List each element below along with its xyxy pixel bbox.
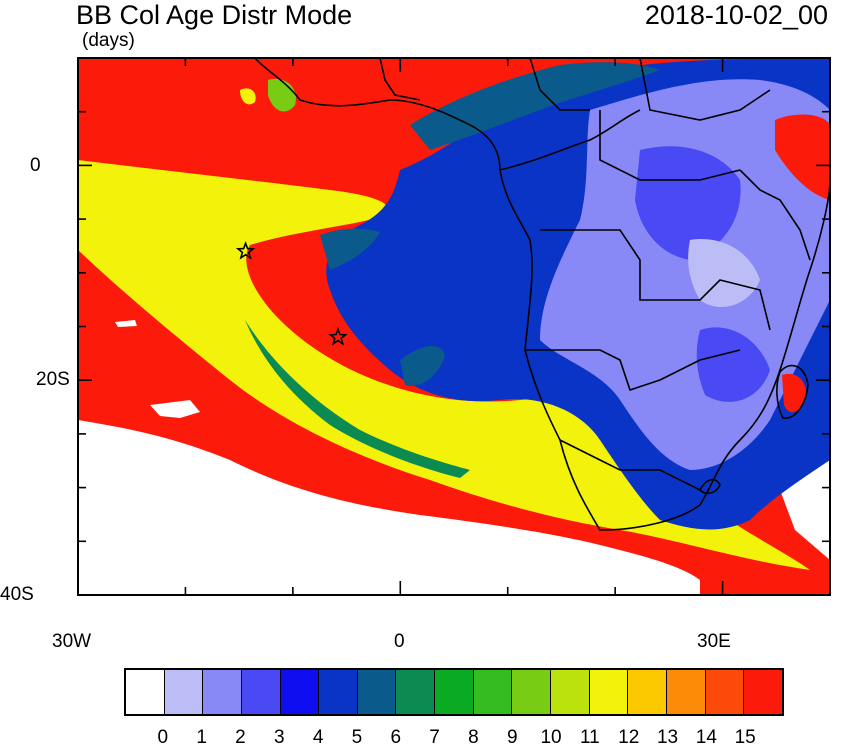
colorbar-label: 3 xyxy=(273,727,285,748)
colorbar-label: 6 xyxy=(390,727,402,748)
colorbar-swatch xyxy=(396,670,436,714)
colorbar-swatch xyxy=(589,670,629,714)
colorbar-label: 11 xyxy=(580,727,600,748)
colorbar-swatch xyxy=(319,670,358,714)
colorbar-label: 9 xyxy=(506,727,518,748)
map-date: 2018-10-02_00 xyxy=(644,0,828,30)
colorbar-label: 7 xyxy=(429,727,440,748)
field-teal-north xyxy=(410,62,660,151)
field-teal-bay xyxy=(400,345,445,386)
colorbar-swatch xyxy=(666,670,706,714)
colorbar-label: 5 xyxy=(351,727,363,748)
field-red-hotspot-east xyxy=(775,114,830,200)
colorbar-label: 1 xyxy=(196,727,207,748)
colorbar-label: 12 xyxy=(618,727,640,748)
colorbar-swatch xyxy=(744,670,782,714)
lat-label-40s: 40S xyxy=(0,584,34,605)
colorbar-swatch xyxy=(551,670,590,714)
colorbar-swatch xyxy=(241,670,281,714)
colorbar-swatch xyxy=(357,670,397,714)
colorbar-label: 8 xyxy=(468,727,479,748)
colorbar-swatch xyxy=(473,670,513,714)
coastlines xyxy=(254,58,830,531)
lat-label-20s: 20S xyxy=(36,369,70,390)
lon-label-30e: 30E xyxy=(697,631,731,652)
field-teal-west xyxy=(320,228,380,270)
colorbar-swatch xyxy=(628,670,667,714)
lon-label-30w: 30W xyxy=(52,631,92,652)
colorbar-label: 14 xyxy=(695,727,717,748)
field-yellow-small-north xyxy=(240,88,256,105)
colorbar-label: 4 xyxy=(312,727,324,748)
colorbar xyxy=(124,668,784,716)
star-marker-site-1 xyxy=(235,241,256,260)
star-marker-site-2 xyxy=(328,326,348,346)
map-units: (days) xyxy=(82,30,135,51)
field-palest-blue xyxy=(688,239,760,308)
colorbar-label: 0 xyxy=(157,727,169,748)
lon-label-0: 0 xyxy=(394,631,405,652)
colorbar-swatch xyxy=(164,670,204,714)
field-white-patch xyxy=(115,320,200,418)
field-white-south xyxy=(78,420,700,595)
lat-label-0: 0 xyxy=(30,155,41,176)
map-title: BB Col Age Distr Mode xyxy=(76,0,353,30)
colorbar-swatch xyxy=(203,670,242,714)
colorbar-swatch xyxy=(512,670,552,714)
colorbar-label: 2 xyxy=(235,727,246,748)
colorbar-label: 15 xyxy=(734,727,756,748)
colorbar-swatch xyxy=(126,670,165,714)
field-red-hotspot-madagascar xyxy=(782,373,807,413)
colorbar-label: 13 xyxy=(656,727,679,748)
colorbar-swatch xyxy=(705,670,745,714)
colorbar-swatch xyxy=(280,670,320,714)
colorbar-swatch xyxy=(435,670,474,714)
field-midblue-patches xyxy=(635,146,770,402)
colorbar-label: 10 xyxy=(540,727,562,748)
